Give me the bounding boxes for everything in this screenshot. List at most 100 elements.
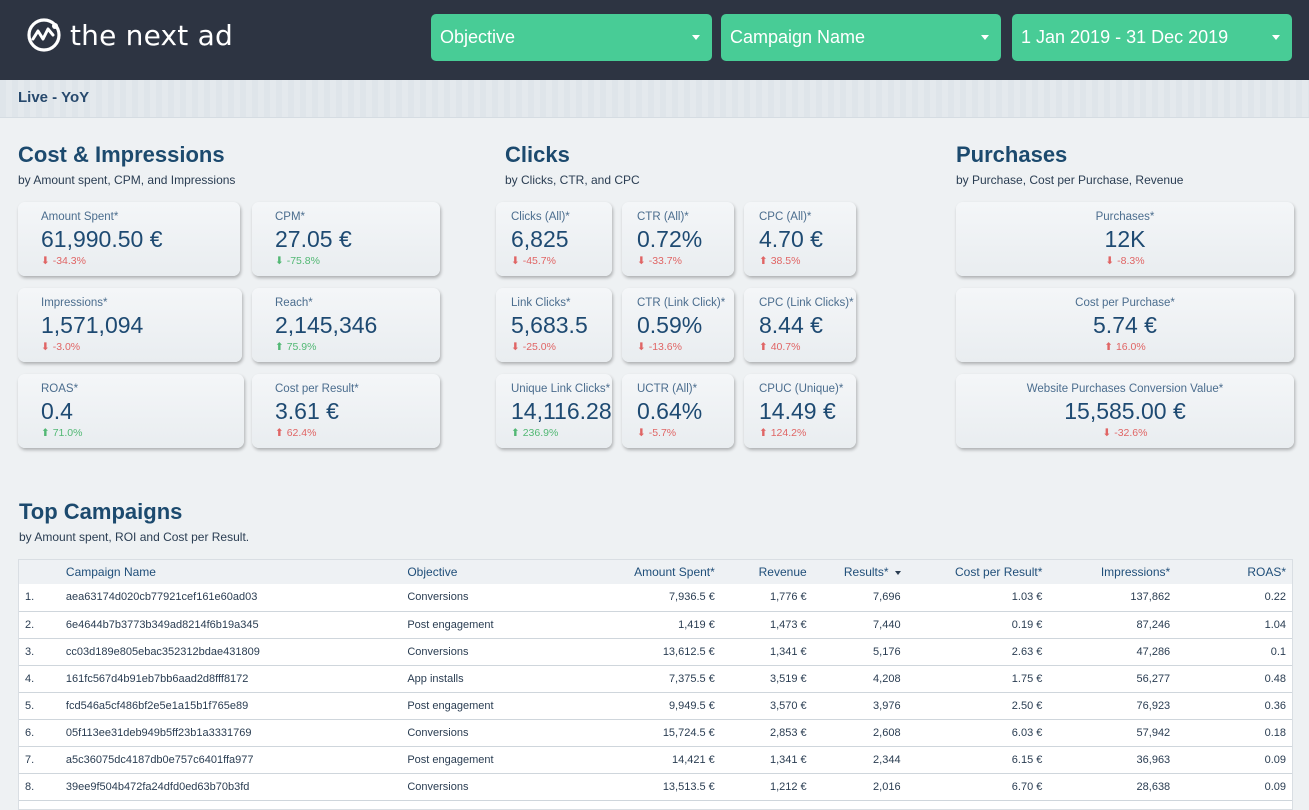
cell-cost-per-result: 6.70 € (1011, 780, 1043, 793)
cell-revenue: 1,473 € (769, 618, 807, 631)
cell-roas: 0.09 (1264, 780, 1286, 793)
kpi-label: CPC (All)* (759, 211, 812, 223)
cell-results: 4,208 (873, 672, 901, 685)
logo-text: the next ad (70, 18, 233, 52)
kpi-card-clicks-all: Clicks (All)* 6,825 ⬇ -45.7% (496, 202, 612, 276)
kpi-value: 0.64% (637, 398, 703, 424)
kpi-card-roas: ROAS* 0.4 ⬆ 71.0% (18, 374, 244, 448)
kpi-value: 15,585.00 € (1064, 398, 1186, 424)
cell-roas: 0.48 (1264, 672, 1286, 685)
cell-objective: App installs (407, 672, 464, 685)
table-row[interactable]: 1. aea63174d020cb77921cef161e60ad03 Conver… (19, 584, 1292, 611)
cell-campaign-name: fcd546a5cf486bf2e5e1a15b1f765e89 (65, 699, 249, 712)
clicks-section-subtitle: by Clicks, CTR, and CPC (505, 173, 640, 187)
kpi-change: ⬇ -34.3% (41, 255, 86, 267)
campaign-name-dropdown-label: Campaign Name (730, 27, 866, 47)
cell-impressions: 57,942 (1136, 726, 1171, 739)
top-bar: the next ad Objective Campaign Name 1 Ja… (0, 0, 1309, 80)
kpi-card-amount-spent: Amount Spent* 61,990.50 € ⬇ -34.3% (18, 202, 240, 276)
chevron-down-icon (1272, 35, 1280, 40)
cell-revenue: 1,212 € (769, 780, 807, 793)
kpi-card-purchases: Purchases* 12K ⬇ -8.3% (956, 202, 1294, 276)
column-header-revenue[interactable]: Revenue (758, 565, 807, 579)
cell-row-index: 4. (25, 672, 35, 685)
table-row[interactable]: 8. 39ee9f504b472fa24dfd0ed63b70b3fd Conver… (19, 773, 1292, 800)
cell-results: 5,176 (873, 645, 901, 658)
column-header-amount-spent[interactable]: Amount Spent* (634, 565, 715, 579)
kpi-value: 2,145,346 (275, 312, 378, 338)
table-body: 1. aea63174d020cb77921cef161e60ad03 Conver… (19, 584, 1292, 800)
kpi-label: Website Purchases Conversion Value* (1026, 383, 1224, 395)
kpi-value: 61,990.50 € (41, 226, 163, 252)
kpi-change: ⬇ -25.0% (511, 341, 556, 353)
column-header-impressions[interactable]: Impressions* (1100, 565, 1171, 579)
kpi-change: ⬇ -8.3% (1105, 255, 1145, 267)
cell-roas: 0.18 (1264, 726, 1286, 739)
kpi-value: 5.74 € (1093, 312, 1157, 338)
table-row[interactable]: 4. 161fc567d4b91eb7bb6aad2d8fff8172 App in… (19, 665, 1292, 692)
campaign-name-dropdown[interactable]: Campaign Name (721, 14, 1001, 61)
column-header-cost-per-result[interactable]: Cost per Result* (955, 565, 1043, 579)
kpi-card-cpuc-unique: CPUC (Unique)* 14.49 € ⬆ 124.2% (744, 374, 856, 448)
kpi-label: UCTR (All)* (637, 383, 698, 395)
cell-amount-spent: 9,949.5 € (668, 699, 715, 712)
kpi-card-link-clicks: Link Clicks* 5,683.5 ⬇ -25.0% (496, 288, 612, 362)
cell-row-index: 1. (25, 591, 35, 604)
kpi-label: Amount Spent* (41, 211, 119, 223)
kpi-label: Link Clicks* (511, 297, 571, 309)
column-header-objective[interactable]: Objective (407, 565, 458, 579)
kpi-card-reach: Reach* 2,145,346 ⬆ 75.9% (252, 288, 440, 362)
cell-revenue: 1,341 € (769, 645, 807, 658)
date-range-dropdown-label: 1 Jan 2019 - 31 Dec 2019 (1021, 27, 1229, 47)
column-header-campaign-name[interactable]: Campaign Name (65, 565, 156, 579)
cell-revenue: 1,341 € (769, 753, 807, 766)
kpi-label: Purchases* (1095, 211, 1155, 223)
kpi-value: 14,116.28 (511, 398, 612, 424)
cell-revenue: 3,570 € (769, 699, 807, 712)
kpi-label: Clicks (All)* (511, 211, 570, 223)
clicks-section-title: Clicks (505, 142, 570, 167)
column-header-roas[interactable]: ROAS* (1247, 565, 1286, 579)
column-header-results[interactable]: Results* (813, 560, 907, 584)
cell-impressions: 36,963 (1136, 753, 1171, 766)
table-row[interactable]: 3. cc03d189e805ebac352312bdae431809 Conver… (19, 638, 1292, 665)
cell-objective: Post engagement (407, 753, 494, 766)
table-row[interactable]: 7. a5c36075dc4187db0e757c6401ffa977 Post e… (19, 746, 1292, 773)
purchases-section-subtitle: by Purchase, Cost per Purchase, Revenue (956, 173, 1184, 187)
kpi-card-cpc-all: CPC (All)* 4.70 € ⬆ 38.5% (744, 202, 856, 276)
logo[interactable]: the next ad (26, 17, 233, 53)
kpi-change: ⬇ -45.7% (511, 255, 556, 267)
cell-impressions: 87,246 (1136, 618, 1171, 631)
cell-impressions: 137,862 (1130, 591, 1171, 604)
sort-descending-icon (894, 570, 901, 575)
kpi-card-cost-per-purchase: Cost per Purchase* 5.74 € ⬆ 16.0% (956, 288, 1294, 362)
kpi-value: 5,683.5 (511, 312, 588, 338)
cost-section-title: Cost & Impressions (18, 142, 225, 167)
table-row[interactable]: 6. 05f113ee31deb949b5ff23b1a3331769 Conver… (19, 719, 1292, 746)
objective-dropdown[interactable]: Objective (431, 14, 712, 61)
cell-objective: Conversions (407, 780, 469, 793)
kpi-value: 3.61 € (275, 398, 339, 424)
cell-impressions: 56,277 (1136, 672, 1171, 685)
kpi-value: 8.44 € (759, 312, 823, 338)
cell-results: 3,976 (873, 699, 901, 712)
kpi-change: ⬆ 38.5% (759, 255, 801, 267)
cell-row-index: 7. (25, 753, 35, 766)
kpi-change: ⬆ 71.0% (41, 427, 83, 439)
kpi-change: ⬇ -3.0% (41, 341, 81, 353)
chevron-down-icon (981, 35, 989, 40)
table-row[interactable]: 5. fcd546a5cf486bf2e5e1a15b1f765e89 Post e… (19, 692, 1292, 719)
cell-roas: 1.04 (1264, 618, 1286, 631)
kpi-card-cost-per-result: Cost per Result* 3.61 € ⬆ 62.4% (252, 374, 440, 448)
cell-impressions: 47,286 (1136, 645, 1171, 658)
date-range-dropdown[interactable]: 1 Jan 2019 - 31 Dec 2019 (1012, 14, 1292, 61)
kpi-value: 1,571,094 (41, 312, 144, 338)
kpi-label: CPUC (Unique)* (759, 383, 844, 395)
kpi-value: 14.49 € (759, 398, 836, 424)
kpi-card-ctr-all: CTR (All)* 0.72% ⬇ -33.7% (622, 202, 734, 276)
kpi-label: CTR (All)* (637, 211, 689, 223)
cell-roas: 0.36 (1264, 699, 1286, 712)
table-row[interactable]: 2. 6e4644b7b3773b349ad8214f6b19a345 Post e… (19, 611, 1292, 638)
cell-amount-spent: 7,375.5 € (668, 672, 715, 685)
objective-dropdown-label: Objective (440, 27, 516, 47)
